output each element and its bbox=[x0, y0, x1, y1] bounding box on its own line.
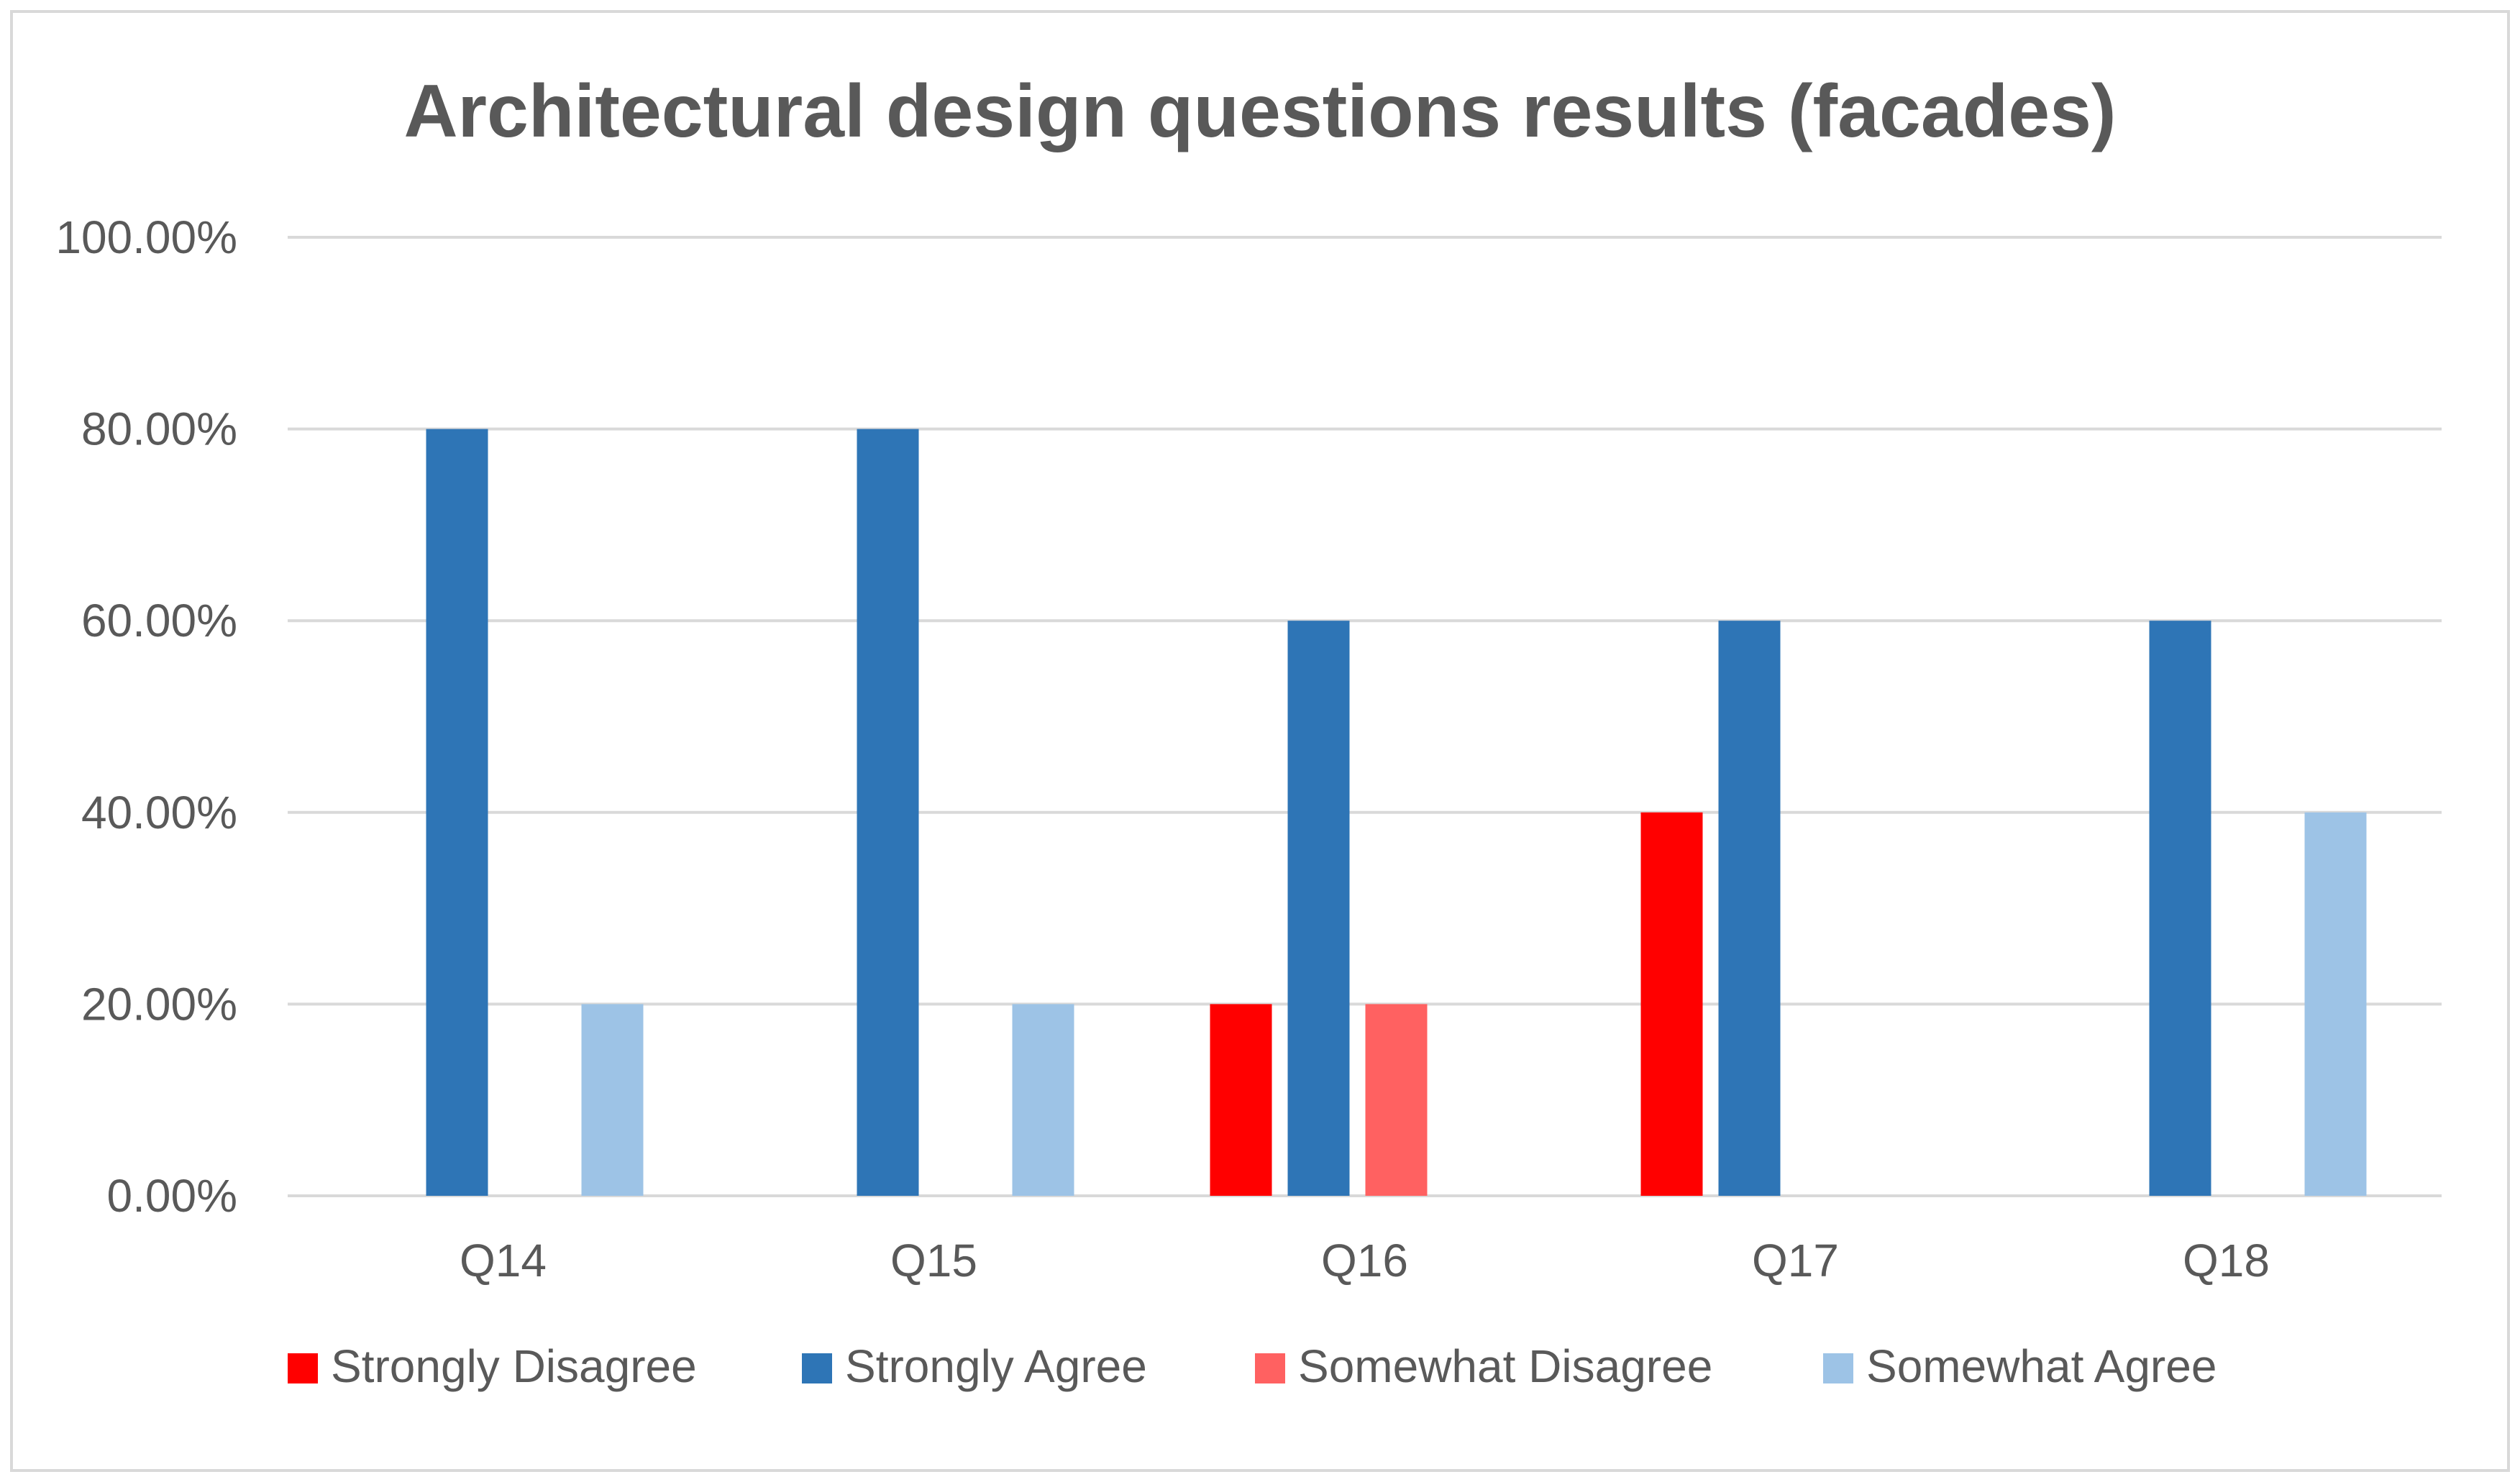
y-tick-label: 20.00% bbox=[81, 978, 237, 1030]
gridlines bbox=[288, 236, 2442, 1197]
legend-swatch bbox=[1823, 1353, 1853, 1383]
y-tick-label: 0.00% bbox=[107, 1170, 237, 1222]
y-tick-label: 40.00% bbox=[81, 787, 237, 838]
y-tick-label: 80.00% bbox=[81, 403, 237, 455]
x-axis-tick-labels: Q14 Q15 Q16 Q17 Q18 bbox=[460, 1235, 2270, 1286]
legend-swatch bbox=[1255, 1353, 1285, 1383]
x-tick-label: Q15 bbox=[890, 1235, 977, 1286]
bar-q16-somewhat-disagree bbox=[1365, 1004, 1428, 1196]
legend: Strongly Disagree Strongly Agree Somewhat … bbox=[288, 1340, 2217, 1392]
bar-q15-somewhat-agree bbox=[1012, 1004, 1074, 1196]
x-tick-label: Q16 bbox=[1321, 1235, 1408, 1286]
bar-q16-strongly-agree bbox=[1287, 621, 1350, 1196]
legend-swatch bbox=[288, 1353, 318, 1383]
bars bbox=[426, 429, 2367, 1196]
y-tick-label: 60.00% bbox=[81, 595, 237, 646]
bar-q18-somewhat-agree bbox=[2304, 812, 2367, 1196]
legend-label: Somewhat Disagree bbox=[1298, 1340, 1712, 1392]
bar-q14-somewhat-agree bbox=[581, 1004, 644, 1196]
x-tick-label: Q18 bbox=[2183, 1235, 2270, 1286]
bar-q16-strongly-disagree bbox=[1210, 1004, 1272, 1196]
bar-q15-strongly-agree bbox=[857, 429, 919, 1196]
y-tick-label: 100.00% bbox=[55, 211, 237, 263]
legend-label: Strongly Disagree bbox=[331, 1340, 697, 1392]
x-tick-label: Q14 bbox=[460, 1235, 547, 1286]
legend-swatch bbox=[802, 1353, 832, 1383]
legend-label: Strongly Agree bbox=[845, 1340, 1147, 1392]
x-tick-label: Q17 bbox=[1752, 1235, 1839, 1286]
bar-q17-strongly-agree bbox=[1718, 621, 1781, 1196]
chart-title: Architectural design questions results (… bbox=[403, 70, 2116, 153]
legend-label: Somewhat Agree bbox=[1866, 1340, 2217, 1392]
y-axis-tick-labels: 0.00% 20.00% 40.00% 60.00% 80.00% 100.00% bbox=[55, 211, 237, 1222]
bar-q17-strongly-disagree bbox=[1640, 812, 1703, 1196]
bar-q14-strongly-agree bbox=[426, 429, 488, 1196]
bar-q18-strongly-agree bbox=[2149, 621, 2211, 1196]
